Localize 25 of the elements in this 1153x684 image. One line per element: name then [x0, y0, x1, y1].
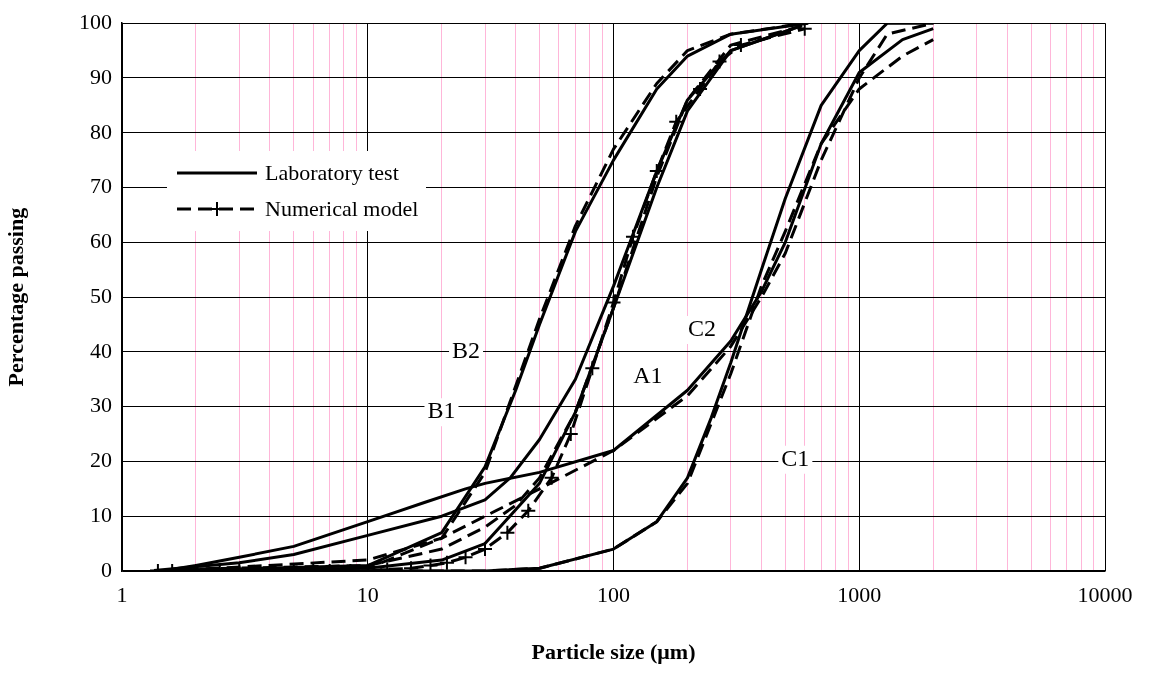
legend-label: Numerical model — [265, 196, 419, 223]
annotation: C2 — [687, 315, 716, 342]
y-tick-label: 10 — [90, 502, 112, 527]
legend-label: Laboratory test — [265, 160, 399, 187]
y-tick-label: 50 — [90, 282, 112, 308]
x-tick-label: 10 — [356, 581, 379, 607]
y-axis-title: Percentage passing — [2, 207, 28, 387]
y-tick-label: 90 — [90, 63, 112, 89]
y-tick-label: 60 — [90, 228, 112, 254]
y-tick-label: 0 — [101, 556, 112, 582]
x-tick-label: 1 — [116, 581, 128, 607]
y-tick-label: 30 — [90, 392, 112, 418]
x-tick-label: 100 — [597, 581, 630, 607]
y-tick-label: 20 — [90, 447, 112, 473]
y-tick-label: 80 — [90, 118, 112, 144]
y-tick-label: 40 — [90, 337, 112, 363]
annotation: B1 — [427, 397, 456, 424]
annotation: B2 — [452, 337, 481, 364]
x-tick-label: 10000 — [1077, 581, 1133, 607]
annotation: A1 — [633, 361, 663, 388]
y-tick-label: 100 — [79, 8, 112, 34]
annotation: C1 — [781, 445, 810, 472]
x-axis-title: Particle size (μm) — [531, 639, 696, 665]
y-tick-label: 70 — [90, 173, 112, 199]
x-tick-label: 1000 — [837, 581, 882, 607]
